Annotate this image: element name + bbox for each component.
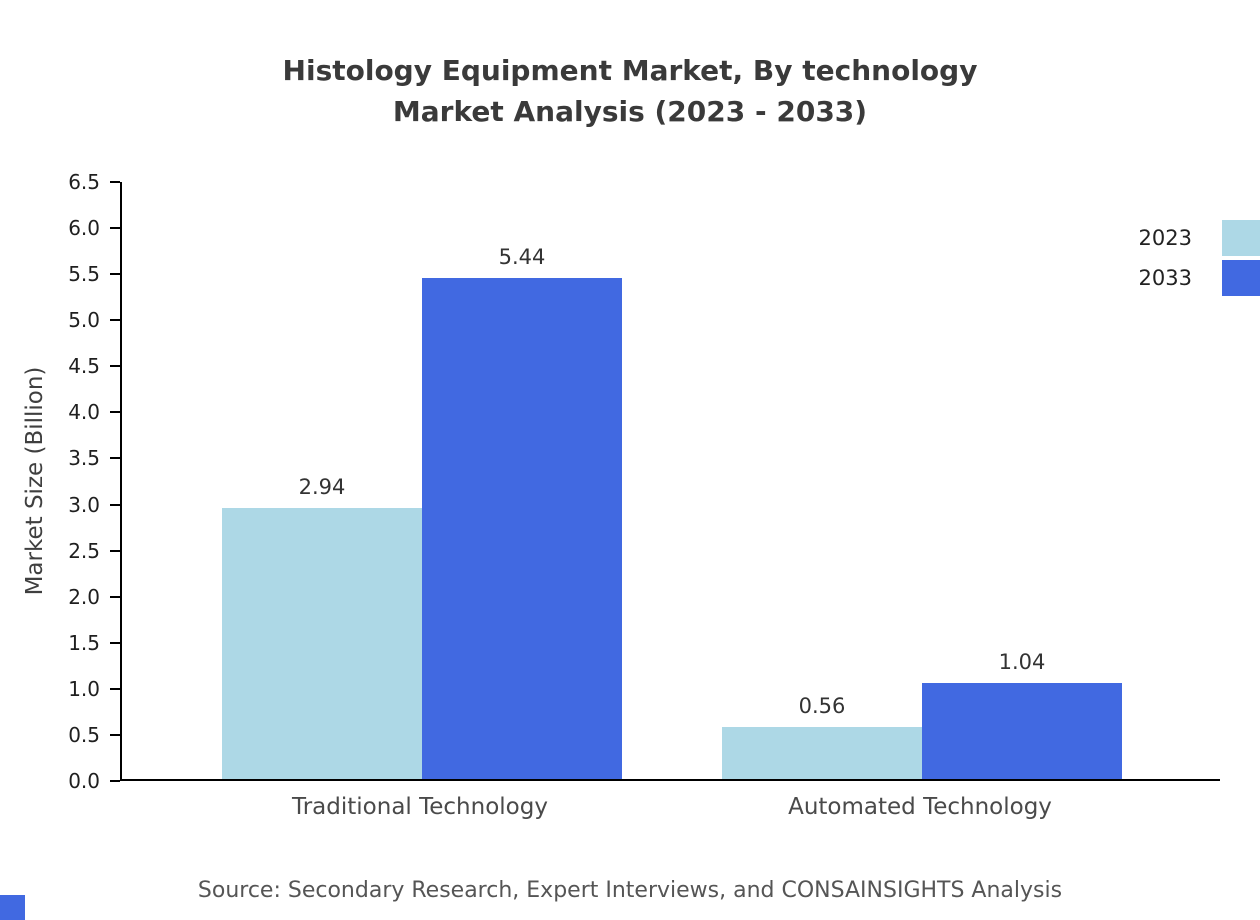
chart-title-line2: Market Analysis (2023 - 2033) (392, 95, 868, 128)
y-tick-mark (110, 365, 120, 368)
y-tick-label: 2.0 (68, 584, 100, 609)
y-tick-mark (110, 227, 120, 230)
y-tick-mark (110, 319, 120, 322)
bar-2033-traditional-technology (422, 277, 622, 779)
y-tick-label: 0.5 (68, 722, 100, 747)
bar-2033-automated-technology (922, 683, 1122, 779)
y-tick-label: 6.5 (68, 170, 100, 194)
y-tick-label: 6.0 (68, 216, 100, 241)
legend-swatch (1222, 220, 1260, 256)
y-tick-label: 4.5 (68, 354, 100, 379)
bar-value-label: 5.44 (498, 244, 546, 269)
y-tick-label: 2.5 (68, 538, 100, 563)
y-tick-label: 0.0 (68, 769, 100, 793)
legend: 2023 2033 (1139, 219, 1260, 299)
y-tick-label: 4.0 (68, 400, 100, 425)
legend-label: 2033 (1138, 266, 1192, 290)
y-tick-mark (110, 411, 120, 414)
y-tick-mark (110, 733, 120, 736)
y-tick-label: 1.0 (68, 676, 100, 701)
legend-item-2023: 2023 (1139, 219, 1260, 257)
y-tick-mark (110, 549, 120, 552)
y-tick-label: 3.5 (68, 446, 100, 471)
y-tick-mark (110, 595, 120, 598)
chart-title-line1: Histology Equipment Market, By technolog… (282, 54, 978, 87)
bar-2023-traditional-technology (222, 508, 422, 779)
y-tick-mark (110, 687, 120, 690)
bars-container: 2.94 5.44 0.56 1.04 (122, 182, 1220, 779)
legend-label: 2023 (1138, 226, 1192, 250)
y-tick-mark (110, 780, 120, 782)
legend-item-2033: 2033 (1139, 259, 1260, 297)
y-tick-label: 1.5 (68, 630, 100, 655)
x-category-label: Traditional Technology (292, 794, 548, 820)
y-tick-mark (110, 641, 120, 644)
bar-value-label: 0.56 (798, 694, 846, 719)
y-tick-label: 5.5 (68, 262, 100, 287)
corner-accent-square (0, 895, 25, 920)
y-tick-mark (110, 503, 120, 506)
bar-2023-automated-technology (722, 727, 922, 779)
y-tick-mark (110, 273, 120, 276)
x-category-label: Automated Technology (788, 794, 1052, 820)
y-tick-label: 5.0 (68, 308, 100, 333)
chart-title: Histology Equipment Market, By technolog… (0, 50, 1260, 132)
y-tick-mark (110, 181, 120, 183)
plot-area: 0.0 0.5 1.0 1.5 2.0 2.5 3.0 3.5 4.0 4.5 5.0 5.5 6.0 6… (68, 170, 1220, 793)
legend-swatch (1222, 260, 1260, 296)
y-tick-mark (110, 457, 120, 460)
y-tick-label: 3.0 (68, 492, 100, 517)
bar-value-label: 1.04 (998, 650, 1046, 675)
source-note: Source: Secondary Research, Expert Inter… (197, 878, 1063, 903)
bar-value-label: 2.94 (298, 475, 346, 500)
